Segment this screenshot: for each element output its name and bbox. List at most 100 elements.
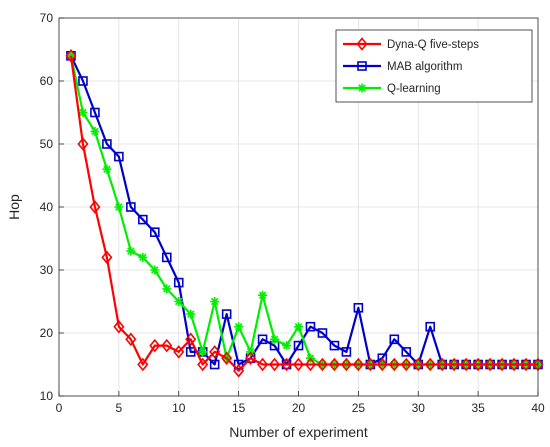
series-line bbox=[69, 55, 538, 372]
y-axis-title: Hop bbox=[6, 194, 22, 220]
data-point bbox=[150, 265, 160, 275]
data-point bbox=[293, 340, 304, 351]
data-point bbox=[245, 351, 257, 365]
data-point bbox=[425, 321, 436, 332]
legend: Dyna-Q five-steps MAB algorithm Q-learning bbox=[335, 29, 533, 103]
x-tick-label: 10 bbox=[172, 401, 186, 415]
data-point bbox=[472, 357, 484, 372]
data-point bbox=[340, 357, 352, 372]
data-point bbox=[185, 347, 196, 357]
data-point bbox=[173, 345, 185, 359]
data-point bbox=[102, 139, 112, 149]
x-tick-label: 15 bbox=[232, 401, 246, 415]
data-point bbox=[174, 297, 184, 306]
x-tick-label: 30 bbox=[412, 401, 426, 415]
data-point bbox=[161, 338, 173, 353]
axis-ticks: 0 5 10 15 20 25 30 35 40 10 20 30 40 50 60 70 bbox=[40, 11, 545, 415]
data-point bbox=[113, 319, 125, 334]
data-point bbox=[400, 357, 412, 372]
data-point bbox=[186, 309, 196, 319]
x-tick-label: 25 bbox=[352, 401, 366, 415]
data-point bbox=[352, 357, 364, 372]
data-point bbox=[389, 334, 400, 345]
data-point bbox=[125, 332, 137, 347]
data-point bbox=[329, 340, 340, 351]
x-tick-label: 5 bbox=[116, 401, 123, 415]
data-point bbox=[388, 357, 400, 372]
data-point bbox=[269, 357, 281, 372]
series-dyna-q-five-steps bbox=[65, 49, 544, 378]
x-axis-title: Number of experiment bbox=[229, 424, 368, 440]
data-point bbox=[137, 357, 149, 372]
data-point bbox=[257, 357, 269, 372]
data-point bbox=[280, 357, 293, 372]
x-tick-label: 0 bbox=[56, 401, 63, 415]
data-point bbox=[257, 334, 268, 345]
legend-label: Dyna-Q five-steps bbox=[387, 39, 479, 51]
data-point bbox=[138, 214, 148, 225]
data-point bbox=[150, 227, 160, 237]
data-point bbox=[89, 200, 101, 214]
data-point bbox=[209, 359, 220, 370]
data-point bbox=[328, 357, 340, 372]
data-point bbox=[460, 357, 472, 372]
y-tick-label: 60 bbox=[40, 74, 54, 88]
data-point bbox=[77, 137, 89, 151]
data-point bbox=[78, 108, 88, 117]
data-point bbox=[65, 49, 77, 63]
data-point bbox=[198, 347, 208, 357]
data-point bbox=[126, 202, 136, 212]
legend-item: MAB algorithm bbox=[343, 61, 462, 73]
y-tick-label: 50 bbox=[40, 137, 54, 151]
data-point bbox=[102, 164, 112, 174]
data-point bbox=[221, 351, 233, 365]
data-point bbox=[448, 357, 460, 372]
data-point bbox=[484, 357, 496, 372]
data-point bbox=[304, 357, 317, 372]
x-tick-label: 35 bbox=[471, 401, 485, 415]
data-point bbox=[341, 347, 352, 357]
data-point bbox=[353, 302, 364, 313]
data-point bbox=[292, 357, 305, 372]
data-point bbox=[508, 357, 520, 372]
legend-marker bbox=[356, 37, 368, 51]
legend-marker bbox=[357, 83, 367, 93]
data-point bbox=[270, 334, 280, 344]
legend-marker bbox=[357, 61, 367, 71]
series-group bbox=[65, 49, 544, 378]
data-point bbox=[126, 246, 136, 256]
data-point bbox=[520, 357, 532, 372]
legend-item: Q-learning bbox=[343, 83, 441, 95]
data-point bbox=[364, 357, 376, 372]
data-point bbox=[282, 341, 292, 351]
data-point bbox=[173, 277, 184, 288]
data-point bbox=[376, 357, 388, 372]
data-point bbox=[197, 357, 209, 372]
data-point bbox=[138, 252, 148, 262]
data-point bbox=[233, 364, 245, 378]
y-tick-label: 70 bbox=[40, 11, 54, 25]
data-point bbox=[258, 290, 268, 300]
data-point bbox=[316, 357, 328, 372]
data-point bbox=[90, 126, 100, 136]
data-point bbox=[149, 338, 161, 353]
data-point bbox=[185, 332, 197, 347]
y-tick-label: 40 bbox=[40, 200, 54, 214]
x-tick-label: 20 bbox=[292, 401, 306, 415]
legend-label: Q-learning bbox=[387, 83, 441, 95]
y-tick-label: 20 bbox=[40, 326, 54, 340]
data-point bbox=[436, 357, 448, 372]
y-tick-label: 10 bbox=[40, 389, 54, 403]
data-point bbox=[210, 297, 220, 306]
data-point bbox=[161, 252, 172, 263]
data-point bbox=[305, 321, 316, 332]
data-point bbox=[221, 309, 232, 319]
legend-item: Dyna-Q five-steps bbox=[343, 37, 479, 51]
data-point bbox=[209, 345, 221, 359]
data-point bbox=[401, 347, 412, 357]
data-point bbox=[101, 250, 113, 265]
data-point bbox=[234, 322, 244, 332]
data-point bbox=[114, 151, 124, 162]
data-point bbox=[78, 76, 88, 86]
